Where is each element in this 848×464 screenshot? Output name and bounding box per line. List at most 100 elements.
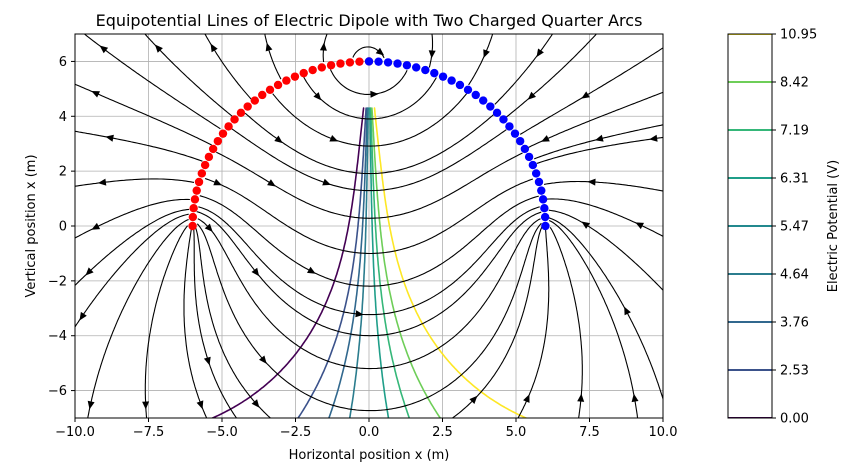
equipotential-line-8 <box>373 107 527 418</box>
negative-charge-point <box>528 160 538 170</box>
y-axis-label: Vertical position x (m) <box>24 154 39 297</box>
positive-charge-point <box>213 136 223 146</box>
positive-charge-point <box>308 65 317 75</box>
streamline-30 <box>196 211 542 337</box>
streamline-arrow <box>322 178 331 186</box>
positive-charge-point <box>243 102 252 111</box>
streamline-arrow <box>274 135 283 144</box>
equipotential-line-0 <box>211 107 365 418</box>
charged-arcs <box>188 57 550 231</box>
streamline-arrow <box>204 223 213 232</box>
streamline-arrow <box>196 400 204 410</box>
streamline-arrow <box>85 267 94 276</box>
streamline-80 <box>494 34 554 105</box>
streamline-arrow <box>313 92 322 101</box>
streamline-arrow <box>581 221 590 229</box>
y-tick-label: 0 <box>59 220 67 235</box>
streamline-arrow <box>541 135 550 142</box>
positive-charge-point <box>188 221 197 231</box>
positive-charge-point <box>224 122 233 131</box>
streamline-79 <box>505 34 598 118</box>
positive-charge-point <box>282 76 291 85</box>
streamline-arrow <box>329 135 339 142</box>
colorbar-tick-label: 7.19 <box>780 124 809 139</box>
negative-charge-point <box>531 169 541 178</box>
negative-charge-point <box>430 68 439 78</box>
x-tick-label: −2.5 <box>280 425 312 440</box>
streamline-4 <box>75 198 190 239</box>
streamline-arrow <box>649 134 658 142</box>
streamline-94 <box>546 198 663 237</box>
colorbar-tick-label: 2.53 <box>780 364 809 379</box>
streamline-arrow <box>259 355 267 364</box>
streamline-0 <box>87 218 189 418</box>
positive-charge-point <box>290 72 300 81</box>
positive-charge-point <box>326 61 336 70</box>
streamline-arrow <box>87 400 95 410</box>
x-axis-ticks: −10.0 −7.5 −5.0 −2.5 0.0 2.5 5.0 7.5 10.0 <box>55 418 677 440</box>
positive-charge-point <box>200 160 210 170</box>
negative-charge-point <box>515 136 525 146</box>
streamline-41 <box>230 127 507 192</box>
colorbar-frame <box>727 33 773 419</box>
streamline-arrow <box>527 91 536 100</box>
equipotential-line-5 <box>369 107 390 418</box>
negative-charge-point <box>478 96 488 105</box>
streamline-47 <box>198 206 540 316</box>
colorbar-tick-label: 4.64 <box>780 268 809 283</box>
streamline-85 <box>548 209 663 291</box>
streamline-5 <box>75 178 195 187</box>
streamline-arrow <box>483 49 490 58</box>
negative-charge-point <box>402 61 412 70</box>
streamline-arrow <box>631 393 639 403</box>
positive-charge-point <box>299 68 308 78</box>
streamline-6 <box>75 130 203 162</box>
streamline-63 <box>451 226 543 418</box>
streamline-32 <box>216 151 523 219</box>
colorbar-tick-label: 8.42 <box>780 76 809 91</box>
streamline-arrow <box>370 90 379 98</box>
streamline-arrow <box>251 267 260 277</box>
chart-title: Equipotential Lines of Electric Dipole w… <box>96 11 643 30</box>
streamline-arrow <box>97 178 107 186</box>
equipotential-line-3 <box>348 107 369 418</box>
positive-charge-point <box>273 80 283 90</box>
streamline-62 <box>428 34 434 68</box>
negative-charge-point <box>534 177 544 187</box>
streamline-23 <box>204 177 534 255</box>
streamline-arrow <box>79 311 87 321</box>
y-tick-label: −6 <box>48 384 67 399</box>
negative-charge-point <box>393 59 402 68</box>
negative-charge-point <box>438 72 448 81</box>
streamline-arrow <box>595 134 604 142</box>
colorbar-label: Electric Potential (V) <box>826 160 841 292</box>
positive-charge-point <box>336 59 345 68</box>
negative-charge-point <box>538 195 548 204</box>
streamline-18 <box>183 226 208 418</box>
colorbar-tick-label: 5.47 <box>780 220 809 235</box>
equipotential-contours <box>211 107 527 418</box>
negative-charge-point <box>455 80 465 90</box>
positive-charge-point <box>345 58 355 67</box>
negative-charge-point <box>374 57 383 66</box>
x-tick-label: 2.5 <box>432 425 453 440</box>
x-axis-label: Horizontal position x (m) <box>289 448 450 463</box>
streamline-arrow <box>428 50 436 59</box>
streamline-44 <box>322 34 328 63</box>
streamline-arrow <box>154 44 163 53</box>
streamline-81 <box>549 227 583 418</box>
negative-charge-point <box>463 85 473 94</box>
grid <box>74 34 664 418</box>
negative-charge-point <box>492 108 502 118</box>
streamline-arrow <box>577 393 585 402</box>
positive-charge-point <box>197 169 207 178</box>
streamline-39 <box>199 195 539 287</box>
streamline-3 <box>75 208 190 287</box>
positive-charge-point <box>250 96 260 105</box>
streamline-arrow <box>99 45 109 54</box>
streamline-arrow <box>91 222 101 230</box>
negative-charge-point <box>411 63 421 72</box>
streamline-arrow <box>523 394 530 403</box>
streamline-arrow <box>91 91 100 98</box>
streamline-90 <box>548 220 639 418</box>
